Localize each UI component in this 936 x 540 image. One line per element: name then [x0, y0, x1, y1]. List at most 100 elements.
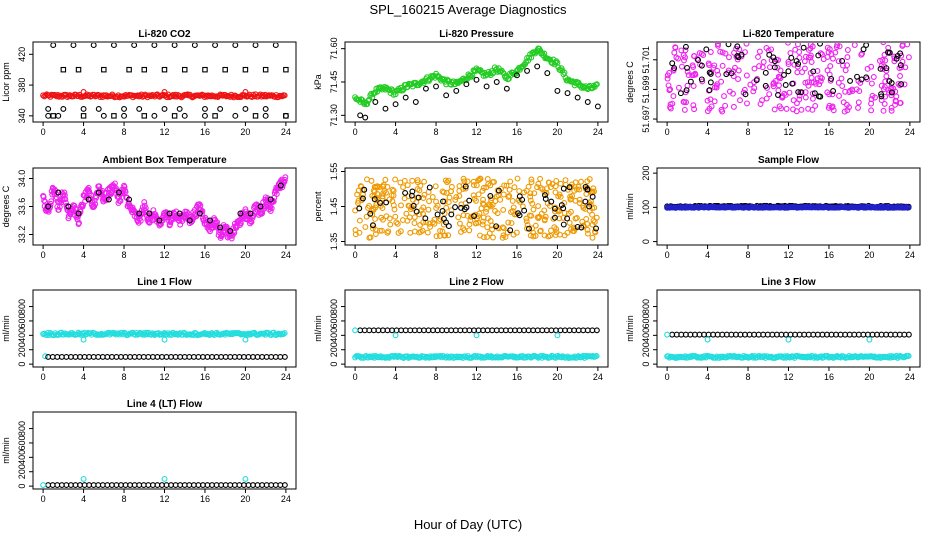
row-point [905, 331, 912, 338]
cloud-point [488, 203, 494, 210]
data-point [217, 105, 224, 112]
cloud-point [529, 200, 536, 207]
data-point [242, 336, 249, 343]
cloud-point [868, 80, 875, 87]
cloud-point [372, 226, 379, 233]
data-point [227, 228, 234, 234]
x-tick-label: 24 [905, 372, 915, 382]
data-point [664, 331, 671, 338]
cloud-point [492, 208, 498, 214]
y-axis-label: percent [313, 191, 323, 222]
cloud-point [881, 100, 888, 107]
cloud-point [713, 82, 720, 89]
data-point [181, 66, 188, 73]
cloud-point [785, 43, 791, 46]
cloud-point [719, 108, 726, 115]
path-point [553, 58, 560, 65]
cloud-point [832, 49, 839, 56]
cloud-point [886, 49, 893, 56]
cloud-point [479, 187, 486, 194]
cloud-point [805, 82, 812, 89]
x-tick-label: 12 [471, 250, 481, 260]
cloud-point [700, 52, 707, 59]
data-point [95, 189, 102, 196]
path-point [143, 209, 150, 216]
cloud-point [706, 87, 713, 94]
cloud-point [682, 47, 689, 54]
cloud-point [723, 71, 730, 78]
cloud-point [370, 187, 377, 194]
path-point [62, 196, 69, 203]
cloud-point [681, 106, 688, 113]
cloud-point [578, 178, 584, 185]
cloud-point [557, 180, 564, 187]
cloud-point [537, 175, 544, 182]
cloud-point [532, 222, 539, 229]
cloud-point [391, 206, 398, 213]
data-point [45, 105, 52, 112]
cloud-point [707, 70, 714, 77]
cloud-point [523, 215, 530, 222]
cloud-point [698, 50, 705, 57]
data-point [212, 43, 219, 49]
x-tick-label: 24 [593, 250, 603, 260]
cloud-point [847, 77, 854, 84]
data-point [704, 336, 711, 343]
x-tick-label: 12 [159, 372, 169, 382]
cloud-point [667, 86, 674, 93]
cloud-point [760, 59, 767, 65]
cloud-point [814, 68, 821, 74]
cloud-point [690, 64, 697, 70]
cloud-point [732, 64, 738, 71]
cloud-point [458, 204, 464, 211]
cloud-point [574, 223, 581, 230]
data-point [493, 79, 500, 85]
cloud-point [400, 184, 407, 191]
panel-10: Line 4 (LT) Flow ml/min 0 4 8 12 16 20 24 0 200400… [1, 399, 297, 504]
cloud-point [369, 225, 376, 232]
data-point [544, 70, 551, 77]
data-point [166, 210, 173, 217]
cloud-point [473, 197, 479, 204]
panel-9: Line 3 Flow ml/min 0 4 8 12 16 20 24 0 20040060080… [625, 277, 921, 382]
cloud-point [895, 80, 902, 87]
cloud-point [809, 95, 816, 102]
data-point [136, 210, 143, 217]
cloud-point [422, 215, 429, 222]
cloud-point [424, 229, 431, 236]
data-point [116, 189, 122, 196]
cloud-point [878, 91, 884, 98]
y-tick-label: 0 [17, 362, 27, 367]
path-point [364, 101, 371, 107]
data-point [55, 189, 62, 196]
cloud-point [528, 179, 535, 186]
cloud-point [456, 193, 463, 199]
row-point [593, 327, 600, 334]
cloud-point [500, 191, 507, 198]
cloud-point [707, 79, 714, 86]
cloud-point [352, 231, 359, 238]
cloud-point [452, 196, 459, 203]
cloud-point [508, 209, 514, 216]
band-point [593, 352, 600, 359]
cloud-point [542, 192, 548, 199]
y-tick-label: 200 [17, 464, 27, 479]
cloud-point [493, 193, 500, 200]
data-point [392, 101, 399, 108]
cloud-point [698, 62, 705, 69]
data-point [453, 87, 460, 94]
data-point [75, 210, 82, 217]
cloud-point [830, 55, 836, 62]
cloud-point [410, 202, 417, 209]
data-point [151, 43, 158, 49]
cloud-point [681, 57, 687, 64]
cloud-point [846, 89, 853, 96]
x-tick-label: 8 [434, 372, 439, 382]
cloud-point [785, 58, 792, 65]
x-tick-label: 24 [281, 372, 291, 382]
data-point [267, 196, 274, 203]
cloud-point [509, 198, 516, 204]
cloud-point [591, 188, 598, 195]
cloud-point [819, 51, 825, 58]
cloud-point [810, 68, 817, 75]
